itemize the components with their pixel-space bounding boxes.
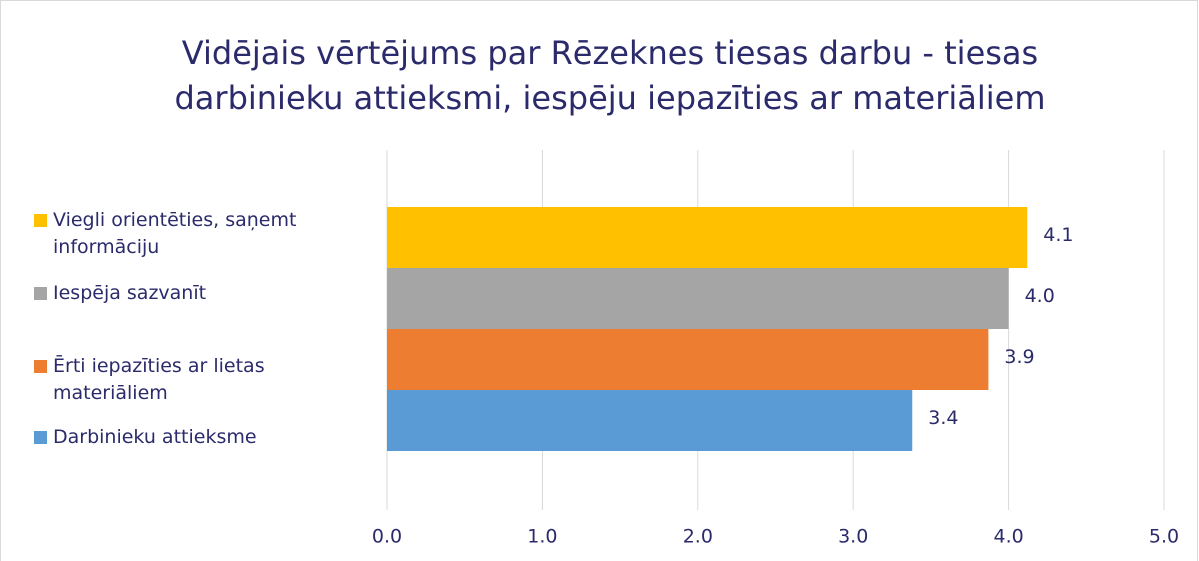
chart-title: Vidējais vērtējums par Rēzeknes tiesas d… [182,34,1038,72]
bar [387,207,1028,268]
legend-label: Ērti iepazīties ar lietas materiāliem [53,355,265,404]
data-label: 3.9 [1004,346,1034,368]
legend-label: Viegli orientēties, saņemt informāciju [53,209,297,258]
x-tick-label: 0.0 [372,526,402,548]
legend-item: Darbinieku attieksme [34,424,343,451]
legend-label: Darbinieku attieksme [53,426,257,448]
legend-swatch [34,214,47,227]
legend-item: Iespēja sazvanīt [34,280,343,307]
legend-swatch [34,287,47,300]
x-tick-label: 2.0 [683,526,713,548]
legend-item: Viegli orientēties, saņemt informāciju [34,207,343,261]
data-label: 3.4 [928,407,958,429]
legend-item: Ērti iepazīties ar lietas materiāliem [34,353,343,407]
x-tick-label: 5.0 [1149,526,1179,548]
x-tick-label: 4.0 [993,526,1023,548]
legend-swatch [34,360,47,373]
x-tick-label: 3.0 [838,526,868,548]
x-tick-label: 1.0 [527,526,557,548]
data-label: 4.1 [1043,224,1073,246]
bar [387,390,913,451]
data-label: 4.0 [1025,285,1055,307]
chart-title: darbinieku attieksmi, iespēju iepazīties… [174,79,1045,117]
legend-swatch [34,431,47,444]
bar [387,329,989,390]
legend-label: Iespēja sazvanīt [53,282,207,304]
bar [387,268,1009,329]
